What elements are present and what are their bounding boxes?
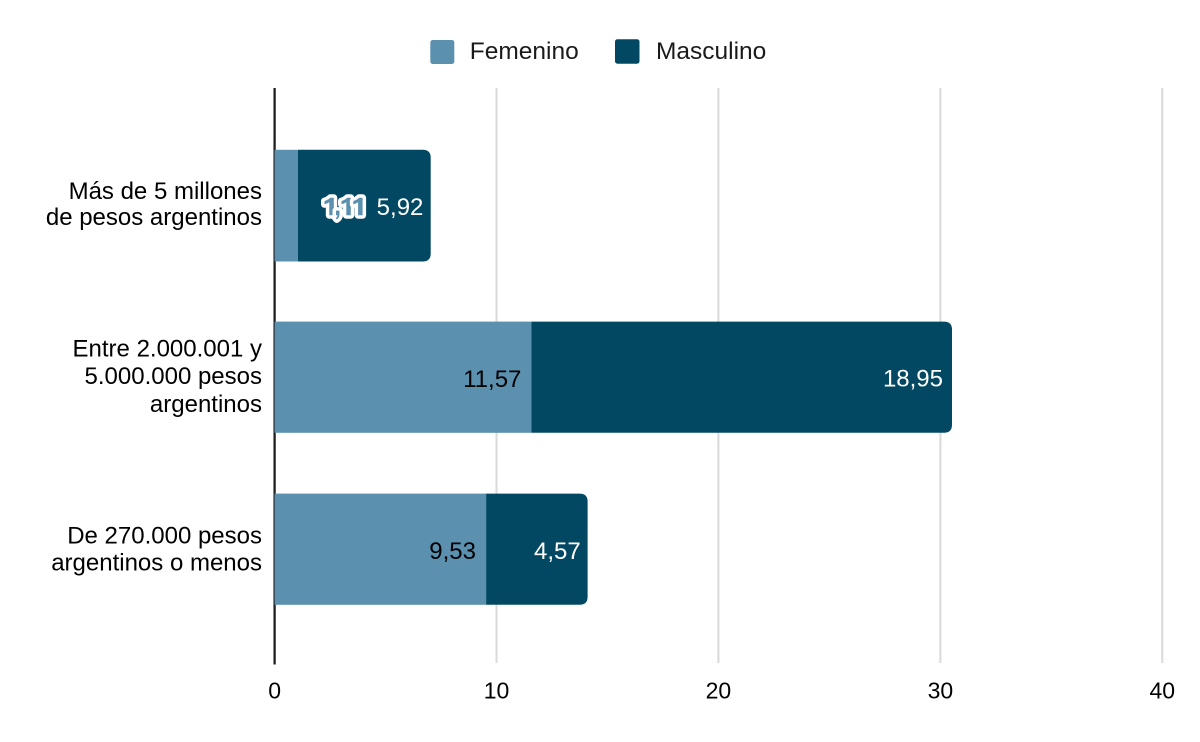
svg-text:Más de 5 millones: Más de 5 millones xyxy=(69,178,262,205)
svg-text:30: 30 xyxy=(928,678,954,704)
svg-text:5,92: 5,92 xyxy=(377,194,424,221)
svg-text:0: 0 xyxy=(268,678,281,704)
svg-text:4,57: 4,57 xyxy=(534,538,581,565)
svg-text:11,57: 11,57 xyxy=(463,366,521,393)
svg-text:40: 40 xyxy=(1150,678,1176,704)
svg-text:De 270.000 pesos: De 270.000 pesos xyxy=(67,523,262,550)
svg-text:Masculino: Masculino xyxy=(656,38,766,65)
svg-text:Femenino: Femenino xyxy=(470,38,579,65)
svg-text:20: 20 xyxy=(706,678,732,704)
svg-text:argentinos: argentinos xyxy=(150,391,262,418)
svg-text:Entre 2.000.001 y: Entre 2.000.001 y xyxy=(73,336,262,363)
svg-text:9,53: 9,53 xyxy=(429,538,476,565)
svg-text:argentinos o menos: argentinos o menos xyxy=(51,550,262,577)
svg-text:10: 10 xyxy=(484,678,510,704)
svg-text:18,95: 18,95 xyxy=(883,366,943,393)
svg-text:de pesos argentinos: de pesos argentinos xyxy=(46,204,262,231)
svg-text:5.000.000 pesos: 5.000.000 pesos xyxy=(85,363,262,390)
